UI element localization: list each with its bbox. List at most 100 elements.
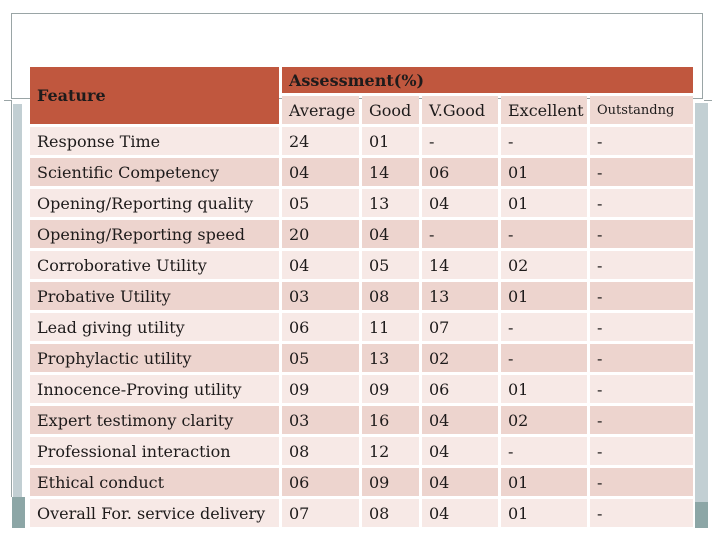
feature-cell: Prophylactic utility	[30, 344, 279, 372]
column-header-average: Average	[282, 96, 359, 124]
value-cell: -	[590, 158, 694, 186]
value-cell: 04	[282, 251, 359, 279]
value-cell: 13	[422, 282, 498, 310]
feature-cell: Corroborative Utility	[30, 251, 279, 279]
value-cell: -	[590, 220, 694, 248]
value-cell: 01	[501, 468, 587, 496]
value-cell: 08	[362, 499, 419, 527]
value-cell: -	[422, 220, 498, 248]
value-cell: -	[422, 127, 498, 155]
feature-cell: Probative Utility	[30, 282, 279, 310]
value-cell: 02	[422, 344, 498, 372]
value-cell: 01	[501, 189, 587, 217]
feature-cell: Opening/Reporting quality	[30, 189, 279, 217]
table-row: Response Time 24 01- - -	[30, 127, 694, 155]
column-header-outstanding: Outstandng	[590, 96, 694, 124]
table-row: Opening/Reporting speed 20 04- - -	[30, 220, 694, 248]
feature-cell: Expert testimony clarity	[30, 406, 279, 434]
value-cell: 16	[362, 406, 419, 434]
value-cell: 01	[501, 375, 587, 403]
value-cell: -	[501, 220, 587, 248]
value-cell: 02	[501, 406, 587, 434]
value-cell: 01	[362, 127, 419, 155]
value-cell: 24	[282, 127, 359, 155]
feature-cell: Response Time	[30, 127, 279, 155]
assessment-table-wrap: Feature Assessment(%) Average Good V.Goo…	[27, 64, 696, 530]
value-cell: 04	[362, 220, 419, 248]
column-header-vgood: V.Good	[422, 96, 498, 124]
value-cell: -	[590, 251, 694, 279]
value-cell: 14	[362, 158, 419, 186]
table-row: Probative Utility 03 08 13 01-	[30, 282, 694, 310]
value-cell: 04	[422, 437, 498, 465]
value-cell: 07	[422, 313, 498, 341]
value-cell: 05	[282, 344, 359, 372]
value-cell: 02	[501, 251, 587, 279]
feature-header-cell: Feature	[30, 67, 279, 124]
value-cell: -	[590, 406, 694, 434]
value-cell: 03	[282, 282, 359, 310]
table-row: Innocence-Proving utility 09 09 06 01-	[30, 375, 694, 403]
table-row: Scientific Competency 04 14 06 01-	[30, 158, 694, 186]
value-cell: 09	[362, 375, 419, 403]
right-accent-band	[695, 103, 708, 502]
assessment-table: Feature Assessment(%) Average Good V.Goo…	[27, 64, 696, 530]
value-cell: -	[590, 375, 694, 403]
table-row: Lead giving utility 06 11 07- -	[30, 313, 694, 341]
value-cell: 07	[282, 499, 359, 527]
feature-cell: Professional interaction	[30, 437, 279, 465]
value-cell: 04	[282, 158, 359, 186]
left-accent-band	[13, 104, 22, 497]
feature-cell: Lead giving utility	[30, 313, 279, 341]
table-row: Opening/Reporting quality 05 13 04 01-	[30, 189, 694, 217]
feature-cell: Opening/Reporting speed	[30, 220, 279, 248]
value-cell: -	[590, 282, 694, 310]
value-cell: 13	[362, 344, 419, 372]
table-row: Prophylactic utility 05 13 02- -	[30, 344, 694, 372]
value-cell: 12	[362, 437, 419, 465]
value-cell: -	[590, 127, 694, 155]
value-cell: 04	[422, 499, 498, 527]
value-cell: -	[501, 313, 587, 341]
value-cell: -	[590, 468, 694, 496]
value-cell: -	[501, 437, 587, 465]
frame-tick-left	[4, 100, 12, 101]
value-cell: 11	[362, 313, 419, 341]
feature-cell: Overall For. service delivery	[30, 499, 279, 527]
value-cell: 06	[282, 468, 359, 496]
table-row: Ethical conduct 06 09 04 01-	[30, 468, 694, 496]
table-row: Corroborative Utility 04 05 14 02-	[30, 251, 694, 279]
value-cell: -	[501, 344, 587, 372]
value-cell: 08	[282, 437, 359, 465]
value-cell: 01	[501, 282, 587, 310]
left-accent-cap	[12, 497, 25, 528]
value-cell: 04	[422, 406, 498, 434]
value-cell: 13	[362, 189, 419, 217]
table-row: Expert testimony clarity 03 16 04 02-	[30, 406, 694, 434]
value-cell: 01	[501, 499, 587, 527]
value-cell: 05	[362, 251, 419, 279]
value-cell: -	[590, 313, 694, 341]
value-cell: 20	[282, 220, 359, 248]
value-cell: 14	[422, 251, 498, 279]
assessment-header-cell: Assessment(%)	[282, 67, 694, 93]
column-header-good: Good	[362, 96, 419, 124]
value-cell: 06	[282, 313, 359, 341]
frame-left-rail	[11, 100, 12, 497]
table-body: Response Time 24 01- - - Scientific Competenc…	[30, 127, 694, 527]
table-row: Overall For. service delivery 07 08 04 01-	[30, 499, 694, 527]
value-cell: 04	[422, 468, 498, 496]
value-cell: -	[590, 189, 694, 217]
feature-cell: Scientific Competency	[30, 158, 279, 186]
value-cell: 03	[282, 406, 359, 434]
value-cell: -	[590, 437, 694, 465]
value-cell: 05	[282, 189, 359, 217]
value-cell: 09	[282, 375, 359, 403]
value-cell: 01	[501, 158, 587, 186]
value-cell: 04	[422, 189, 498, 217]
value-cell: 08	[362, 282, 419, 310]
table-row: Professional interaction 08 12 04- -	[30, 437, 694, 465]
right-accent-cap	[695, 502, 708, 528]
value-cell: 06	[422, 375, 498, 403]
